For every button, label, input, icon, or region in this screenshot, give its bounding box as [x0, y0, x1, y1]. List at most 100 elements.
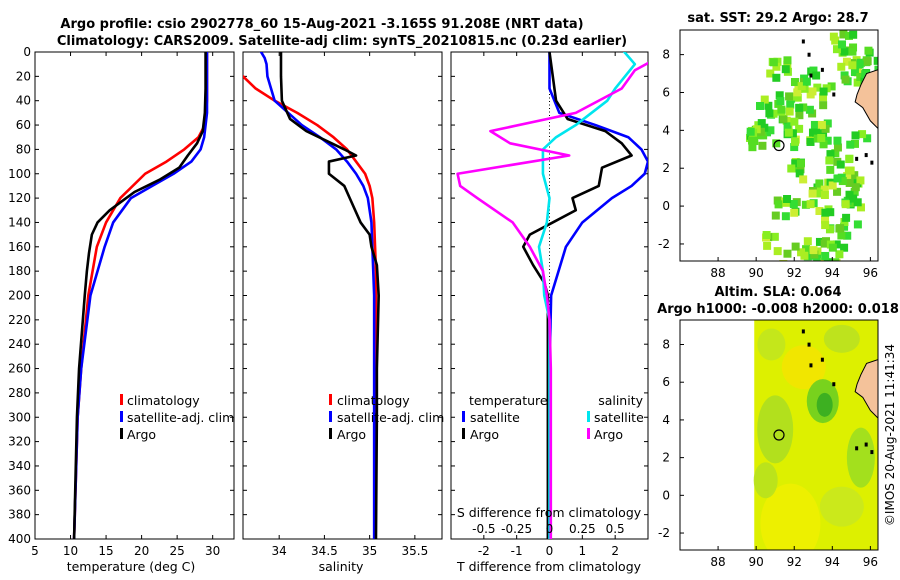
sla-blob	[823, 324, 860, 353]
y-tick-label: 0	[662, 488, 670, 502]
y-tick-label: 8	[662, 338, 670, 352]
salinity-x-ticks: 34 34.5 35 35.5	[272, 52, 428, 558]
sst-cell	[833, 187, 842, 196]
sst-cell	[757, 119, 766, 128]
legend-label-satellite: satellite-adj. clim	[337, 410, 444, 425]
sst-cell	[806, 200, 815, 209]
sst-cell	[839, 30, 848, 39]
sst-cell	[785, 107, 794, 116]
sst-cell	[790, 208, 799, 217]
y-tick-label: 2	[662, 161, 670, 175]
sst-cell	[842, 57, 851, 66]
sst-cell	[856, 72, 865, 81]
sla-coastline	[801, 329, 878, 455]
y-tick-label: 8	[662, 48, 670, 62]
sst-cell	[880, 72, 888, 80]
island	[809, 363, 813, 368]
sst-cell	[783, 249, 792, 258]
x-tick-label: 92	[787, 266, 802, 280]
sst-cell	[829, 32, 838, 41]
legend-swatch-t-argo	[462, 428, 465, 439]
sst-cell	[843, 171, 852, 180]
sla-blob	[757, 328, 786, 361]
y-tick-label: 0	[662, 199, 670, 213]
legend-label-s-argo: Argo	[594, 427, 623, 442]
difference-panel: -2 -1 0 1 2 S difference from climatology -0…	[450, 51, 649, 574]
legend-label-climatology: climatology	[337, 393, 410, 408]
series-line-argo	[279, 52, 380, 539]
argo-location-marker	[773, 429, 785, 441]
sst-cell	[850, 139, 859, 148]
legend-swatch-argo	[120, 428, 123, 439]
sumatra-coast	[854, 69, 878, 130]
sst-cell	[779, 114, 788, 123]
sst-map-title: sat. SST: 29.2 Argo: 28.7	[687, 11, 868, 26]
sst-cell	[840, 71, 849, 80]
x-tick-label: 1	[579, 544, 587, 558]
sst-cell	[775, 91, 784, 100]
sst-cell	[826, 208, 835, 217]
sst-cell	[819, 93, 828, 102]
s-difference-label: S difference from climatology	[457, 505, 642, 520]
sst-map-ticks: 88 90 92 94 96 -2 0 2 4 6 8	[658, 48, 878, 280]
sst-cell	[840, 243, 849, 252]
y-tick-label: 120	[8, 191, 31, 205]
sst-cell	[819, 129, 828, 138]
sst-cell	[849, 30, 858, 39]
island	[832, 382, 836, 387]
y-tick-label: 4	[662, 123, 670, 137]
x-tick-label: 96	[863, 266, 878, 280]
sst-cell	[844, 166, 853, 175]
x-tick-label: 25	[170, 544, 185, 558]
sst-cell	[831, 258, 840, 261]
y-tick-label: 200	[8, 289, 31, 303]
sst-cell	[812, 71, 821, 80]
sst-cell	[832, 45, 841, 54]
sst-cell	[837, 231, 846, 240]
sla-map-title-line1: Altim. SLA: 0.064	[715, 285, 842, 300]
sst-cell	[852, 56, 861, 65]
sla-blob	[757, 395, 794, 464]
sst-cell	[797, 82, 806, 91]
sst-cell	[796, 165, 805, 174]
sst-cell	[769, 109, 778, 118]
sla-blob	[819, 486, 864, 527]
sst-cell	[820, 239, 829, 248]
sst-cell	[814, 189, 823, 198]
sst-cell	[853, 198, 862, 207]
sst-cell	[850, 171, 859, 180]
island	[801, 329, 805, 334]
sst-cell	[769, 58, 778, 67]
x-tick-label: -1	[511, 544, 523, 558]
sst-cell	[856, 176, 865, 185]
s-tick-label: -0.5	[472, 522, 495, 536]
sst-cell	[802, 245, 811, 254]
sst-cell	[853, 78, 862, 87]
legend-heading-salinity: salinity	[598, 393, 643, 408]
x-tick-label: 5	[31, 544, 39, 558]
salinity-lines	[243, 52, 380, 539]
sst-coastline	[801, 39, 878, 165]
sst-cell	[784, 128, 793, 137]
sst-cell	[879, 82, 887, 90]
sst-cell	[762, 231, 771, 240]
sst-cell	[797, 248, 806, 257]
sst-cell	[838, 40, 847, 49]
y-tick-label: 360	[8, 483, 31, 497]
x-tick-label: 88	[710, 266, 725, 280]
salinity-panel: 34 34.5 35 35.5 salinity climatology satell…	[242, 51, 444, 574]
sst-cell	[783, 122, 792, 131]
sst-cell	[850, 187, 859, 196]
sst-cell	[828, 181, 837, 190]
sst-cell	[845, 190, 854, 199]
sst-cell	[838, 177, 847, 186]
sst-cell	[746, 127, 755, 136]
sst-cell	[805, 105, 814, 114]
legend-label-argo: Argo	[127, 427, 156, 442]
sst-cell	[881, 85, 889, 93]
sst-cell	[806, 90, 815, 99]
island	[820, 357, 824, 362]
legend-label-satellite: satellite-adj. clim	[127, 410, 234, 425]
sst-cell	[817, 120, 826, 129]
temperature-lines	[72, 52, 209, 539]
